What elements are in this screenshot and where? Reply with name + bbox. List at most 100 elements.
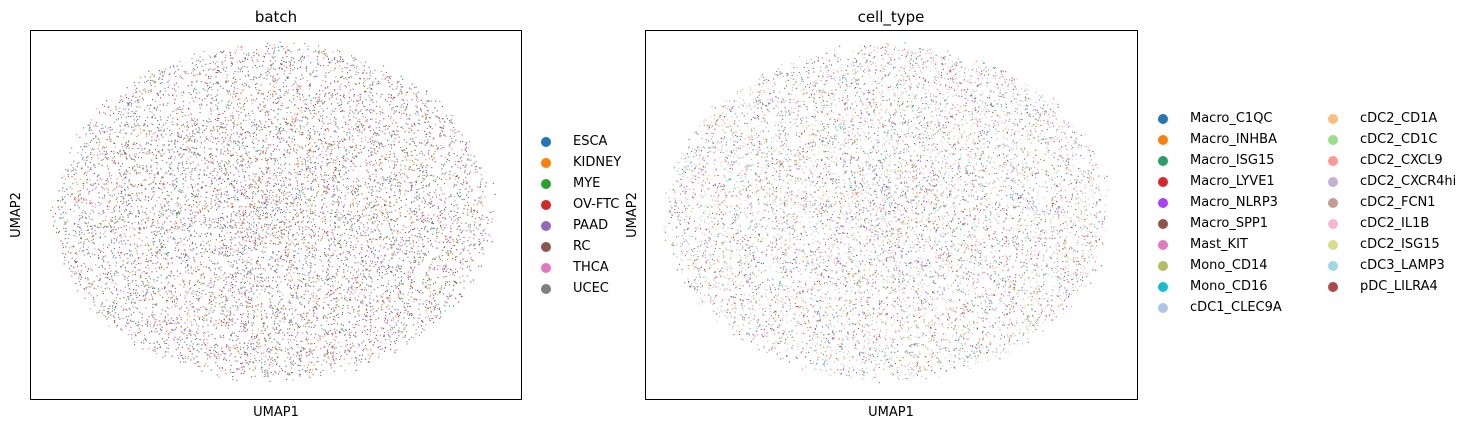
batch-point bbox=[186, 239, 188, 241]
batch-point bbox=[248, 54, 250, 56]
batch-point bbox=[322, 218, 324, 220]
batch-point bbox=[380, 306, 382, 308]
batch-point bbox=[197, 328, 199, 330]
batch-point bbox=[276, 311, 278, 313]
batch-point bbox=[179, 284, 181, 286]
batch-point bbox=[212, 69, 214, 71]
batch-point bbox=[341, 201, 343, 203]
batch-point bbox=[340, 213, 342, 215]
batch-point bbox=[157, 135, 159, 137]
batch-point bbox=[406, 153, 408, 155]
batch-point bbox=[412, 240, 414, 242]
batch-point bbox=[337, 270, 339, 272]
batch-point bbox=[246, 154, 248, 156]
batch-point bbox=[133, 154, 135, 156]
batch-point bbox=[317, 99, 319, 101]
batch-point bbox=[165, 122, 167, 124]
batch-point bbox=[109, 138, 111, 140]
batch-point bbox=[151, 170, 153, 172]
batch-point bbox=[177, 212, 179, 214]
batch-point bbox=[220, 196, 222, 198]
batch-point bbox=[420, 234, 422, 236]
batch-point bbox=[218, 295, 220, 297]
batch-point bbox=[328, 278, 330, 280]
batch-point bbox=[437, 220, 439, 222]
batch-point bbox=[120, 190, 122, 192]
batch-point bbox=[241, 231, 243, 233]
batch-point bbox=[452, 223, 454, 225]
batch-point bbox=[244, 58, 246, 60]
batch-point bbox=[401, 173, 403, 175]
batch-point bbox=[176, 255, 178, 257]
batch-point bbox=[406, 210, 408, 212]
batch-point bbox=[401, 177, 403, 179]
batch-point bbox=[261, 303, 263, 305]
batch-point bbox=[405, 240, 407, 242]
batch-point bbox=[353, 282, 355, 284]
batch-point bbox=[372, 223, 374, 225]
batch-point bbox=[145, 171, 147, 173]
batch-point bbox=[241, 293, 243, 295]
batch-point bbox=[326, 268, 328, 270]
batch-point bbox=[285, 309, 287, 311]
batch-point bbox=[419, 256, 421, 258]
batch-point bbox=[296, 268, 298, 270]
batch-point bbox=[200, 210, 202, 212]
batch-point bbox=[122, 153, 124, 155]
batch-point bbox=[251, 324, 253, 326]
batch-point bbox=[454, 184, 456, 186]
batch-point bbox=[208, 118, 210, 120]
batch-point bbox=[253, 233, 255, 235]
batch-point bbox=[275, 175, 277, 177]
batch-point bbox=[258, 177, 260, 179]
batch-point bbox=[343, 147, 345, 149]
batch-point bbox=[335, 272, 337, 274]
batch-point bbox=[139, 151, 141, 153]
batch-point bbox=[167, 231, 169, 233]
batch-point bbox=[435, 145, 437, 147]
batch-point bbox=[160, 110, 162, 112]
batch-point bbox=[371, 195, 373, 197]
batch-point bbox=[386, 273, 388, 275]
batch-point bbox=[349, 109, 351, 111]
batch-point bbox=[236, 198, 238, 200]
batch-point bbox=[279, 241, 281, 243]
batch-point bbox=[166, 209, 168, 211]
batch-point bbox=[325, 270, 327, 272]
batch-point bbox=[336, 185, 338, 187]
batch-point bbox=[453, 153, 455, 155]
batch-point bbox=[262, 237, 264, 239]
batch-point bbox=[105, 219, 107, 221]
batch-point bbox=[244, 82, 246, 84]
batch-point bbox=[276, 179, 278, 181]
batch-point bbox=[124, 152, 126, 154]
batch-point bbox=[290, 172, 292, 174]
batch-point bbox=[195, 335, 197, 337]
batch-point bbox=[152, 291, 154, 293]
batch-point bbox=[298, 248, 300, 250]
batch-point bbox=[125, 299, 127, 301]
batch-point bbox=[280, 131, 282, 133]
batch-point bbox=[380, 341, 382, 343]
batch-point bbox=[358, 268, 360, 270]
batch-point bbox=[156, 167, 158, 169]
batch-point bbox=[159, 289, 161, 291]
batch-point bbox=[154, 162, 156, 164]
batch-point bbox=[93, 298, 95, 300]
batch-point bbox=[102, 266, 104, 268]
batch-point bbox=[463, 287, 465, 289]
batch-point bbox=[208, 77, 210, 79]
batch-point bbox=[310, 237, 312, 239]
batch-point bbox=[440, 155, 442, 157]
batch-point bbox=[183, 149, 185, 151]
batch-point bbox=[98, 138, 100, 140]
batch-point bbox=[344, 329, 346, 331]
batch-point bbox=[445, 224, 447, 226]
batch-point bbox=[413, 124, 415, 126]
batch-point bbox=[370, 141, 372, 143]
batch-point bbox=[188, 102, 190, 104]
batch-point bbox=[363, 275, 365, 277]
batch-point bbox=[261, 277, 263, 279]
batch-point bbox=[260, 123, 262, 125]
batch-point bbox=[200, 103, 202, 105]
